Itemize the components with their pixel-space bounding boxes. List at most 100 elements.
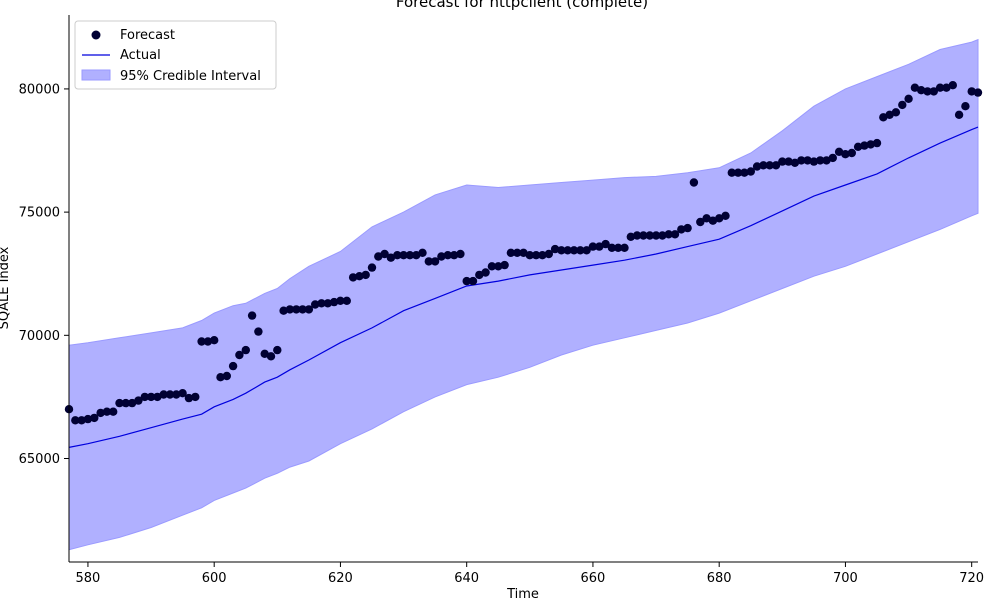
- forecast-point: [399, 251, 408, 260]
- forecast-point: [563, 246, 572, 255]
- forecast-point: [765, 161, 774, 170]
- actual-line-layer: [68, 126, 979, 448]
- forecast-point: [948, 81, 957, 90]
- forecast-point: [531, 251, 541, 260]
- forecast-point: [740, 168, 749, 177]
- forecast-point: [184, 393, 194, 403]
- forecast-point: [708, 216, 718, 225]
- forecast-point: [405, 251, 415, 260]
- forecast-point: [96, 408, 105, 418]
- forecast-point: [727, 168, 736, 177]
- forecast-point: [317, 299, 326, 308]
- forecast-point: [424, 257, 433, 266]
- forecast-point: [153, 392, 162, 402]
- forecast-point: [923, 87, 932, 96]
- forecast-point: [519, 248, 528, 257]
- x-tick-label: 620: [328, 571, 353, 586]
- forecast-point: [841, 150, 850, 159]
- axes: 580 600 620 640 660 680 700 720 65000 70000 75000…: [19, 15, 984, 586]
- forecast-point: [191, 392, 200, 402]
- forecast-point: [961, 102, 970, 111]
- forecast-point: [917, 86, 926, 95]
- forecast-point: [393, 251, 402, 260]
- forecast-point: [235, 350, 244, 360]
- forecast-point: [771, 161, 781, 170]
- forecast-point: [822, 156, 831, 165]
- x-tick-label: 720: [959, 571, 984, 586]
- credible-interval-band: [68, 38, 979, 551]
- forecast-point: [304, 305, 314, 314]
- forecast-point: [809, 157, 819, 166]
- forecast-point: [929, 87, 938, 96]
- forecast-point: [847, 148, 856, 158]
- forecast-point: [506, 248, 516, 257]
- forecast-point: [500, 260, 509, 270]
- forecast-point: [879, 113, 888, 122]
- forecast-point: [418, 248, 427, 257]
- forecast-point: [904, 94, 913, 104]
- x-axis-label: Time: [506, 587, 539, 600]
- legend-forecast-label: Forecast: [120, 28, 175, 43]
- forecast-point: [569, 246, 579, 255]
- forecast-point: [607, 243, 617, 252]
- forecast-point: [285, 305, 295, 314]
- forecast-point: [885, 110, 894, 120]
- forecast-point: [614, 243, 623, 252]
- forecast-point: [645, 231, 654, 240]
- forecast-point: [651, 231, 661, 240]
- forecast-point: [109, 407, 118, 416]
- forecast-point: [752, 162, 762, 171]
- forecast-point: [77, 416, 86, 425]
- forecast-point: [456, 249, 465, 259]
- forecast-point: [127, 398, 137, 408]
- forecast-point: [803, 156, 812, 165]
- forecast-point: [178, 389, 187, 398]
- forecast-point: [386, 253, 396, 262]
- y-tick-label: 70000: [19, 329, 60, 344]
- forecast-point: [601, 239, 610, 249]
- forecast-point: [468, 276, 478, 286]
- forecast-point: [71, 416, 80, 425]
- forecast-point: [632, 231, 642, 240]
- forecast-point: [702, 214, 711, 223]
- forecast-point: [557, 246, 566, 255]
- forecast-point: [146, 392, 156, 402]
- forecast-point: [834, 147, 844, 156]
- y-axis-label: SQALE Index: [0, 246, 12, 329]
- forecast-point: [342, 296, 351, 305]
- forecast-point: [790, 158, 800, 167]
- x-tick-label: 700: [833, 571, 858, 586]
- forecast-point: [550, 244, 560, 254]
- forecast-point: [121, 398, 130, 408]
- x-tick-label: 680: [707, 571, 732, 586]
- forecast-point: [872, 138, 882, 148]
- forecast-point: [746, 167, 755, 176]
- forecast-point: [228, 361, 238, 371]
- forecast-point: [910, 83, 920, 92]
- forecast-point: [715, 214, 724, 223]
- x-tick-label: 640: [454, 571, 479, 586]
- credible-interval-layer: [68, 38, 979, 551]
- y-tick-label: 65000: [19, 452, 60, 467]
- forecast-point: [860, 141, 869, 150]
- forecast-point: [942, 83, 951, 92]
- forecast-point: [828, 153, 837, 163]
- forecast-point: [430, 257, 440, 266]
- forecast-point: [658, 231, 667, 240]
- forecast-point: [449, 251, 459, 260]
- forecast-point: [462, 276, 471, 286]
- forecast-point: [967, 87, 976, 96]
- forecast-point: [639, 231, 648, 240]
- forecast-point: [595, 242, 604, 251]
- forecast-point: [298, 305, 307, 314]
- legend-interval-label: 95% Credible Interval: [120, 69, 261, 84]
- forecast-point: [576, 246, 585, 255]
- x-tick-label: 580: [76, 571, 101, 586]
- forecast-point: [582, 246, 591, 255]
- forecast-point: [355, 272, 364, 281]
- forecast-point: [241, 345, 250, 355]
- forecast-point: [254, 327, 263, 336]
- forecast-point: [778, 157, 787, 166]
- legend-interval-swatch: [81, 69, 111, 81]
- forecast-point: [721, 211, 730, 220]
